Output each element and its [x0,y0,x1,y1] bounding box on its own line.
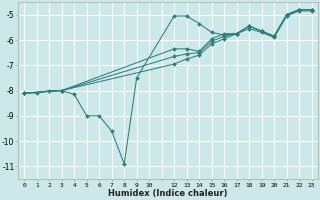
X-axis label: Humidex (Indice chaleur): Humidex (Indice chaleur) [108,189,228,198]
